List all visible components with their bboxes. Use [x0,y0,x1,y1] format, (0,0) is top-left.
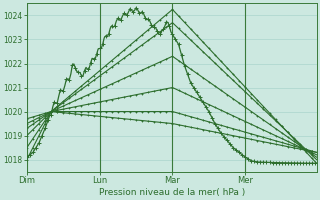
X-axis label: Pression niveau de la mer( hPa ): Pression niveau de la mer( hPa ) [99,188,245,197]
